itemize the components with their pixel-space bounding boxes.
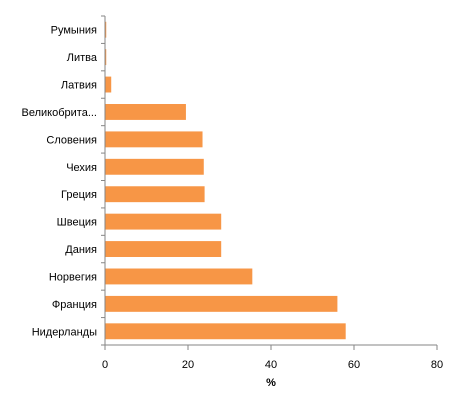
bar-5 bbox=[105, 158, 204, 175]
category-label: Словения bbox=[46, 134, 97, 146]
bar-1 bbox=[105, 49, 107, 66]
bar-9 bbox=[105, 268, 253, 285]
bar-4 bbox=[105, 131, 203, 148]
x-axis-title: % bbox=[266, 377, 276, 389]
category-label: Франция bbox=[52, 299, 97, 311]
bar-11 bbox=[105, 323, 346, 340]
category-label: Норвегия bbox=[49, 271, 97, 283]
category-label: Литва bbox=[67, 52, 98, 64]
category-label: Швеция bbox=[57, 217, 97, 229]
bar-8 bbox=[105, 241, 222, 257]
category-label: Латвия bbox=[61, 80, 97, 92]
x-tick-label: 0 bbox=[102, 359, 108, 371]
category-label: Румыния bbox=[51, 25, 97, 37]
category-label: Великобрита... bbox=[22, 107, 97, 119]
bar-7 bbox=[105, 213, 222, 230]
category-label: Чехия bbox=[66, 162, 97, 174]
axes-layer bbox=[101, 15, 438, 350]
category-label: Дания bbox=[65, 244, 97, 256]
bar-10 bbox=[105, 295, 338, 312]
bar-2 bbox=[105, 76, 112, 93]
bar-0 bbox=[105, 21, 107, 38]
x-tick-label: 80 bbox=[431, 359, 443, 371]
x-tick-label: 20 bbox=[182, 359, 194, 371]
labels-layer: Румыния Литва Латвия Великобрита... Словения… bbox=[22, 25, 444, 371]
bars-layer bbox=[105, 21, 346, 340]
bar-6 bbox=[105, 186, 205, 203]
x-tick-label: 60 bbox=[348, 359, 360, 371]
category-label: Греция bbox=[61, 189, 97, 201]
bar-3 bbox=[105, 104, 186, 120]
x-tick-label: 40 bbox=[265, 359, 277, 371]
category-label: Нидерланды bbox=[32, 326, 97, 338]
